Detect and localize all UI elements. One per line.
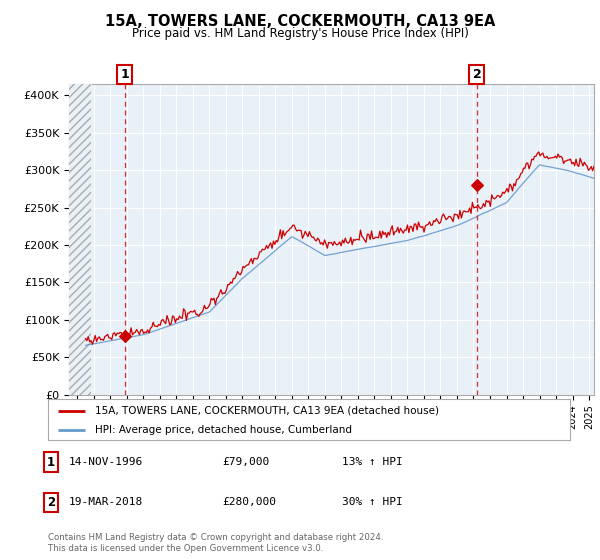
Text: 1: 1 [47,455,55,469]
Text: 2: 2 [47,496,55,509]
Text: 13% ↑ HPI: 13% ↑ HPI [342,457,403,467]
Point [472,181,482,190]
Text: 2: 2 [473,68,481,81]
Text: 15A, TOWERS LANE, COCKERMOUTH, CA13 9EA (detached house): 15A, TOWERS LANE, COCKERMOUTH, CA13 9EA … [95,405,439,416]
Text: 1: 1 [120,68,129,81]
Text: £280,000: £280,000 [222,497,276,507]
Text: 30% ↑ HPI: 30% ↑ HPI [342,497,403,507]
Polygon shape [69,84,91,395]
Text: Price paid vs. HM Land Registry's House Price Index (HPI): Price paid vs. HM Land Registry's House … [131,27,469,40]
Text: 19-MAR-2018: 19-MAR-2018 [69,497,143,507]
Text: £79,000: £79,000 [222,457,269,467]
Text: Contains HM Land Registry data © Crown copyright and database right 2024.
This d: Contains HM Land Registry data © Crown c… [48,533,383,553]
Text: 14-NOV-1996: 14-NOV-1996 [69,457,143,467]
Point [120,331,130,340]
Text: 15A, TOWERS LANE, COCKERMOUTH, CA13 9EA: 15A, TOWERS LANE, COCKERMOUTH, CA13 9EA [105,14,495,29]
Text: HPI: Average price, detached house, Cumberland: HPI: Average price, detached house, Cumb… [95,424,352,435]
